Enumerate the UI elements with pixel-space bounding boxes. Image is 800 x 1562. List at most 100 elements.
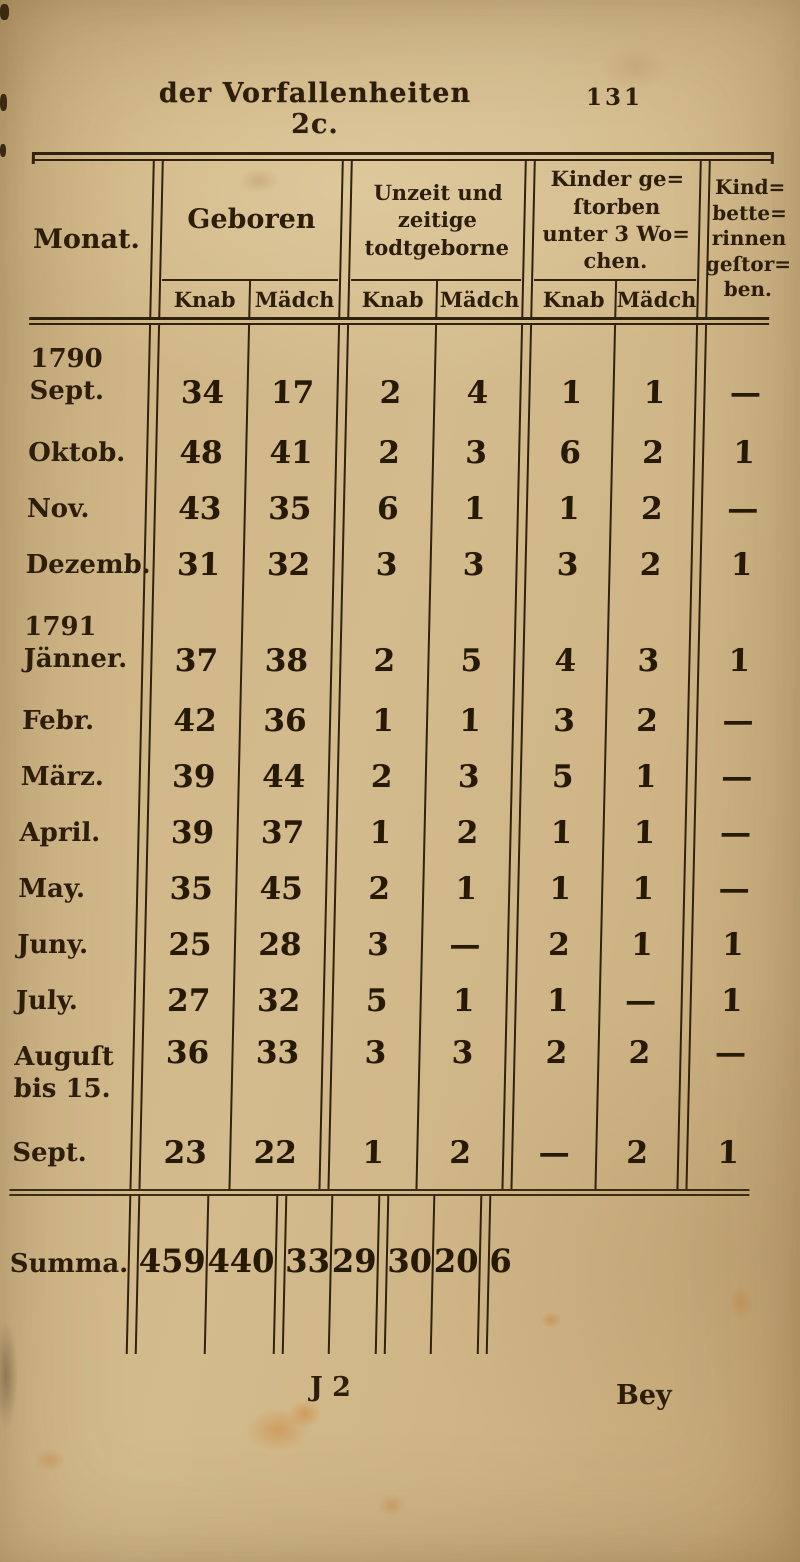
month-label: Nov. <box>26 493 90 524</box>
cell-todtgeborne-knab: 1 <box>362 1135 385 1171</box>
subheader-maedch: Mädch <box>439 286 520 312</box>
cell-geboren-knab: 31 <box>176 547 221 583</box>
year-label: 1791 <box>23 611 97 642</box>
month-cell: 1790 Sept. <box>27 325 149 425</box>
month-cell: Febr. <box>19 693 140 749</box>
page-number: 131 <box>586 84 644 111</box>
month-cell: März. <box>18 749 139 805</box>
cell-gestorben-knab: 1 <box>549 871 572 907</box>
cell-todtgeborne-maedch: 1 <box>458 703 482 739</box>
header-bottom-rule <box>29 317 770 325</box>
cell-kindbetterinnen: — <box>726 491 759 527</box>
column-group-gestorben: Kinder ge= ſtorben unter 3 Wo= chen. Kna… <box>532 161 700 317</box>
cell-todtgeborne-knab: 3 <box>375 547 398 583</box>
cell-geboren-knab: 48 <box>179 435 224 471</box>
cell-geboren-maedch: 33 <box>255 1035 300 1071</box>
cell-todtgeborne-maedch: 2 <box>449 1135 472 1171</box>
cell-kindbetterinnen: — <box>720 759 753 795</box>
month-cell: 1791 Jänner. <box>21 593 143 693</box>
cell-gestorben-maedch: 1 <box>630 927 654 963</box>
column-header-kindbetterinnen: Kind= bette= rinnen geſtor= ben. <box>705 175 792 302</box>
cell-kindbetterinnen: — <box>714 1035 747 1071</box>
cell-geboren-knab: 35 <box>169 871 214 907</box>
edge-speck <box>0 4 9 20</box>
cell-todtgeborne-maedch: 3 <box>457 759 481 795</box>
cell-geboren-knab: 25 <box>168 927 212 963</box>
cell-gestorben-knab: 1 <box>560 375 583 411</box>
cell-todtgeborne-maedch: 3 <box>464 435 488 471</box>
cell-gestorben-knab: 2 <box>547 927 571 963</box>
month-label: May. <box>17 873 86 904</box>
month-cell: Sept. <box>9 1117 131 1189</box>
table-header: Monat. Geboren Knab Mädch Unzeit und zei… <box>29 161 791 317</box>
cell-kindbetterinnen: — <box>722 703 754 739</box>
subheader-knab: Knab <box>542 286 605 312</box>
month-cell: April. <box>17 805 138 861</box>
month-cell: Nov. <box>24 481 145 537</box>
month-label: July. <box>15 985 79 1016</box>
cell-geboren-knab: 23 <box>163 1135 208 1171</box>
cell-geboren-maedch: 28 <box>258 927 302 963</box>
month-label: Juny. <box>16 929 89 960</box>
cell-todtgeborne-knab: 6 <box>376 491 400 527</box>
cell-gestorben-knab: 1 <box>557 491 581 527</box>
subheader-knab: Knab <box>173 286 236 312</box>
table-row: Febr. 42 36 1 1 3 2 — <box>19 693 760 749</box>
table-body: 1790 Sept. 34 17 2 4 1 1 — Oktob. 48 41 … <box>9 325 769 1189</box>
month-label: Sept. <box>11 1137 88 1168</box>
summa-geboren-knab: 459 <box>138 1242 207 1280</box>
cell-geboren-knab: 39 <box>171 759 216 795</box>
cell-geboren-knab: 39 <box>170 815 215 851</box>
cell-kindbetterinnen: 1 <box>732 435 756 471</box>
cell-todtgeborne-knab: 1 <box>369 815 392 851</box>
summa-geboren-maedch: 440 <box>207 1242 275 1280</box>
cell-gestorben-maedch: 1 <box>633 815 656 851</box>
cell-todtgeborne-knab: 5 <box>365 983 388 1019</box>
subheader-maedch: Mädch <box>616 286 697 312</box>
cell-todtgeborne-maedch: 3 <box>462 547 485 583</box>
cell-geboren-maedch: 44 <box>261 759 306 795</box>
group-label: Geboren <box>187 204 316 236</box>
table-row: Juny. 25 28 3 — 2 1 1 <box>14 917 755 973</box>
table-row: July. 27 32 5 1 1 — 1 <box>13 973 754 1029</box>
summa-todtgeborne-maedch: 29 <box>331 1242 377 1280</box>
month-cell: July. <box>13 973 134 1029</box>
cell-gestorben-maedch: 2 <box>628 1035 651 1071</box>
summa-gestorben-maedch: 20 <box>433 1242 479 1280</box>
stain <box>378 1494 406 1516</box>
cell-kindbetterinnen: — <box>718 871 751 907</box>
cell-todtgeborne-knab: 3 <box>364 1035 387 1071</box>
subheader-row: Knab Mädch <box>160 281 339 317</box>
month-label: März. <box>20 761 105 792</box>
cell-kindbetterinnen: — <box>729 375 762 411</box>
table-row: Auguſt bis 15. 36 33 3 3 2 2 — <box>11 1029 753 1117</box>
table-row: Sept. 23 22 1 2 — 2 1 <box>9 1117 751 1189</box>
table-row: 1791 Jänner. 37 38 2 5 4 3 1 <box>21 593 763 693</box>
statistics-table: Monat. Geboren Knab Mädch Unzeit und zei… <box>6 152 791 1354</box>
cell-geboren-maedch: 36 <box>263 703 308 739</box>
month-label: Febr. <box>21 705 95 736</box>
stain <box>246 1408 310 1452</box>
cell-geboren-maedch: 17 <box>270 375 315 411</box>
summa-kindbetterinnen: 6 <box>489 1242 513 1280</box>
cell-gestorben-maedch: — <box>624 983 657 1019</box>
cell-geboren-maedch: 32 <box>266 547 311 583</box>
cell-gestorben-maedch: 1 <box>643 375 666 411</box>
cell-kindbetterinnen: 1 <box>730 547 753 583</box>
signature-mark: J 2 <box>310 1372 351 1403</box>
cell-geboren-knab: 27 <box>166 983 211 1019</box>
group-label: Kinder ge= ſtorben unter 3 Wo= chen. <box>542 166 691 274</box>
cell-geboren-maedch: 22 <box>253 1135 298 1171</box>
cell-todtgeborne-maedch: 1 <box>463 491 487 527</box>
cell-geboren-knab: 34 <box>180 375 225 411</box>
table-row: Nov. 43 35 6 1 1 2 — <box>24 481 765 537</box>
table-row: Oktob. 48 41 2 3 6 2 1 <box>26 425 767 481</box>
cell-gestorben-maedch: 1 <box>634 759 658 795</box>
cell-gestorben-knab: 6 <box>558 435 582 471</box>
subheader-row: Knab Mädch <box>532 281 697 317</box>
month-label: Sept. <box>29 376 105 406</box>
cell-geboren-knab: 37 <box>174 643 219 679</box>
column-header-monat: Monat. <box>32 223 141 255</box>
month-cell: Juny. <box>14 917 135 973</box>
